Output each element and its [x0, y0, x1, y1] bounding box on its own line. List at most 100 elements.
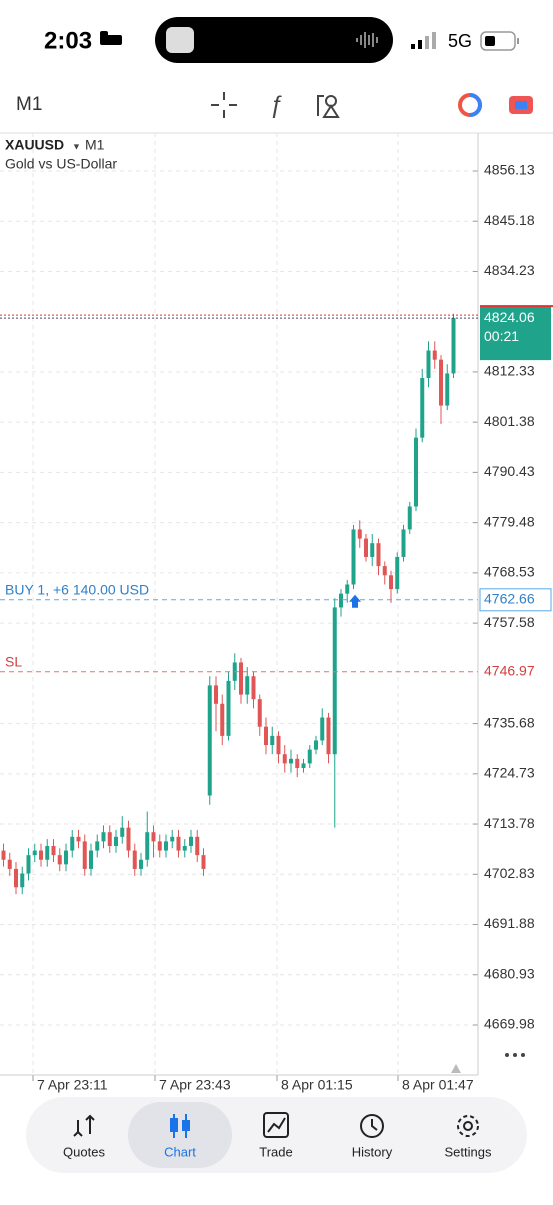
candle-body	[332, 607, 337, 755]
order-price-label: 4762.66	[484, 591, 535, 607]
candle-body	[32, 850, 37, 856]
candle-body	[114, 836, 118, 846]
history-icon	[360, 1114, 384, 1138]
one-click-button[interactable]	[509, 96, 533, 114]
symbol-description: Gold vs US-Dollar	[5, 156, 117, 172]
candle-body	[439, 359, 443, 406]
candle-body	[345, 584, 350, 594]
more-dot[interactable]	[505, 1053, 509, 1057]
candle-body	[282, 754, 287, 764]
nav-tab[interactable]: History	[352, 1144, 393, 1159]
x-tick-label: 8 Apr 01:15	[281, 1077, 353, 1093]
y-tick-label: 4834.23	[484, 262, 535, 278]
candle-body	[82, 841, 87, 869]
candle-body	[157, 841, 162, 851]
candle-body	[276, 735, 281, 755]
candle-body	[414, 437, 418, 507]
y-tick-label: 4713.78	[484, 815, 535, 831]
candle-body	[70, 836, 75, 851]
quotes-icon	[73, 1114, 95, 1137]
y-tick-label: 4724.73	[484, 765, 535, 781]
candle-body	[126, 827, 131, 851]
candle-body	[245, 676, 250, 695]
timeframe-button[interactable]: M1	[16, 94, 42, 115]
more-dot[interactable]	[521, 1053, 525, 1057]
candle-body	[314, 740, 318, 750]
candle-body	[45, 845, 50, 860]
candle-body	[395, 556, 400, 590]
chart-area: 7 Apr 23:11 7 Apr 23:43 8 Apr 01:15 8 Apr 0…	[0, 133, 553, 1093]
candle-body	[145, 832, 150, 860]
y-tick-label: 4757.58	[484, 614, 535, 630]
candle-body	[1, 850, 6, 860]
candle-body	[132, 850, 137, 869]
candle-body	[107, 832, 112, 846]
current-price-label: 4824.06	[484, 309, 535, 325]
trade-icon	[263, 1112, 289, 1138]
candle-body	[376, 543, 381, 567]
candle-body	[207, 685, 212, 796]
candle-body	[364, 538, 368, 557]
indicators-button[interactable]: ƒ	[269, 91, 282, 118]
battery-icon	[480, 31, 519, 51]
candle-body	[64, 850, 68, 865]
nav-tab[interactable]: Trade	[259, 1144, 292, 1159]
candle-body	[351, 529, 356, 585]
candle-body	[420, 378, 425, 438]
more-dot[interactable]	[513, 1053, 517, 1057]
candle-body	[432, 350, 437, 360]
crosshair-button[interactable]	[211, 92, 237, 118]
scroll-end-marker	[451, 1064, 461, 1073]
candle-body	[201, 855, 206, 869]
nav-tab[interactable]: Settings	[445, 1144, 492, 1159]
y-tick-label: 4691.88	[484, 915, 535, 931]
active-tab-highlight	[128, 1102, 232, 1168]
candle-body	[445, 373, 450, 406]
candle-body	[320, 717, 325, 741]
candle-body	[382, 566, 387, 576]
candle-body	[14, 868, 18, 888]
x-tick-label: 7 Apr 23:11	[37, 1077, 108, 1093]
candle-body	[220, 703, 225, 736]
candle-body	[214, 685, 218, 704]
y-tick-label: 4680.93	[484, 965, 535, 981]
trading-button[interactable]	[458, 93, 482, 117]
nav-tab[interactable]: Chart	[164, 1144, 196, 1159]
sleep-icon	[100, 31, 122, 45]
candle-body	[39, 850, 43, 860]
y-tick-label: 4801.38	[484, 413, 535, 429]
candle-body	[189, 836, 193, 846]
candle-body	[339, 593, 343, 608]
symbol-dropdown[interactable]: ▼	[72, 141, 81, 151]
sl-label[interactable]: SL	[5, 653, 22, 669]
candle-body	[357, 529, 362, 539]
candle-body	[7, 859, 12, 869]
network-type: 5G	[448, 31, 472, 51]
candle-body	[51, 845, 56, 856]
buy-arrow	[349, 594, 361, 608]
candle-body	[182, 845, 187, 851]
y-tick-label: 4735.68	[484, 714, 535, 730]
nav-tab[interactable]: Quotes	[63, 1144, 105, 1159]
candle-body	[120, 827, 125, 837]
nav-labels: Quotes Chart Trade History Settings	[63, 1144, 492, 1159]
candle-body	[426, 350, 431, 379]
y-tick-label: 4768.53	[484, 564, 535, 580]
order-label[interactable]: BUY 1, +6 140.00 USD	[5, 582, 149, 598]
candle-body	[257, 699, 262, 727]
candle-body	[57, 855, 62, 865]
candle-body	[251, 676, 256, 700]
y-tick-label: 4790.43	[484, 463, 535, 479]
x-tick-label: 7 Apr 23:43	[159, 1077, 231, 1093]
x-tick-label: 8 Apr 01:47	[402, 1077, 474, 1093]
y-tick-label: 4812.33	[484, 363, 535, 379]
candle-body	[76, 836, 81, 842]
dynamic-island	[155, 17, 393, 63]
candle-body	[89, 850, 93, 869]
objects-button[interactable]	[317, 95, 340, 118]
tab-bar	[26, 1097, 527, 1173]
candle-body	[151, 832, 156, 842]
y-tick-label: 4702.83	[484, 865, 535, 881]
